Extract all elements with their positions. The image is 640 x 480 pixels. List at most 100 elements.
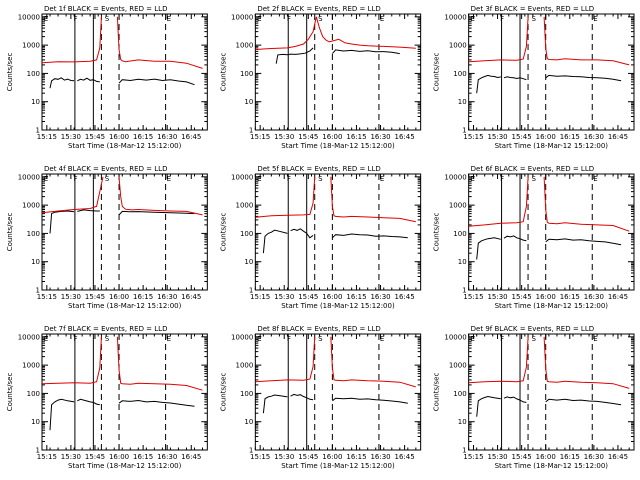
series-events-segment-1 [49, 398, 75, 431]
x-tick-label: 15:45 [298, 133, 318, 141]
x-tick-label: 16:00 [322, 293, 342, 301]
marker-label: S [531, 335, 536, 343]
y-tick-label: 1 [462, 127, 466, 135]
x-tick-label: 15:30 [487, 453, 507, 461]
detector-panel-6: Det 6f BLACK = Events, RED = LLD 1 10 100 10… [433, 165, 635, 310]
x-tick-label: 16:45 [181, 293, 201, 301]
y-tick-label: 1 [462, 287, 466, 295]
series-lld-segment-2 [116, 336, 203, 391]
y-tick-label: 1 [36, 287, 40, 295]
marker-label: E [593, 175, 597, 183]
plot-frame [254, 333, 422, 451]
marker-label: F [500, 15, 504, 23]
y-tick-label: 1000 [22, 202, 40, 210]
series-events [49, 77, 195, 89]
y-axis-label: Counts/sec [433, 213, 441, 252]
marker-label: E [257, 15, 261, 23]
y-tick-label: 10000 [231, 173, 253, 181]
series-lld-segment-1 [255, 176, 316, 218]
y-axis-label: Counts/sec [219, 213, 227, 252]
y-tick-label: 100 [27, 230, 40, 238]
series-events-segment-1 [262, 229, 288, 254]
marker-label: E [470, 335, 474, 343]
series-events-segment-2 [77, 209, 100, 212]
y-tick-label: 1 [462, 447, 466, 455]
x-tick-label: 15:30 [274, 293, 294, 301]
detector-panel-5: Det 5f BLACK = Events, RED = LLD 1 10 100 10… [219, 165, 422, 310]
panel-title: Det 8f BLACK = Events, RED = LLD [257, 325, 380, 333]
y-tick-label: 1000 [449, 202, 467, 210]
series-lld-segment-2 [116, 16, 203, 69]
marker-label: F [287, 15, 291, 23]
x-tick-label: 15:45 [298, 293, 318, 301]
x-tick-label: 15:45 [85, 453, 105, 461]
y-tick-label: 10 [31, 98, 40, 106]
x-tick-label: 15:15 [250, 293, 270, 301]
series-lld [468, 176, 630, 232]
y-tick-label: 100 [240, 230, 253, 238]
series-events-segment-1 [476, 237, 501, 260]
x-tick-label: 15:30 [274, 453, 294, 461]
y-tick-label: 1000 [22, 362, 40, 370]
detector-panel-9: Det 9f BLACK = Events, RED = LLD 1 10 100 10… [433, 325, 635, 470]
series-lld-segment-2 [325, 38, 416, 49]
x-tick-label: 16:15 [133, 453, 153, 461]
series-events-segment-2 [77, 398, 100, 406]
x-axis-label: Start Time (18-Mar-12 15:12:00) [281, 142, 395, 150]
series-events-segment-1 [262, 394, 288, 414]
y-tick-label: 100 [453, 70, 466, 78]
x-tick-label: 16:00 [322, 453, 342, 461]
x-tick-label: 16:45 [395, 293, 415, 301]
marker-label: F [500, 175, 504, 183]
detector-panel-1: Det 1f BLACK = Events, RED = LLD 1 10 100 10… [6, 5, 208, 150]
series-lld [42, 176, 203, 216]
series-events-segment-2 [290, 393, 314, 401]
x-axis-label: Start Time (18-Mar-12 15:12:00) [495, 142, 609, 150]
series-lld [42, 336, 203, 391]
x-tick-label: 15:15 [250, 133, 270, 141]
x-tick-label: 16:30 [370, 453, 390, 461]
series-lld-segment-2 [330, 336, 416, 388]
y-tick-label: 10000 [444, 333, 466, 341]
series-events [49, 398, 195, 431]
x-tick-label: 16:30 [157, 293, 177, 301]
marker-label: S [531, 175, 536, 183]
x-tick-label: 16:45 [608, 293, 628, 301]
series-events-segment-3 [545, 74, 622, 82]
x-tick-label: 16:45 [608, 453, 628, 461]
series-lld-segment-1 [255, 16, 327, 50]
x-axis-label: Start Time (18-Mar-12 15:12:00) [68, 462, 182, 470]
y-axis-label: Counts/sec [219, 53, 227, 92]
x-tick-label: 16:00 [536, 453, 556, 461]
plot-frame [254, 13, 422, 131]
marker-label: S [318, 15, 323, 23]
y-axis-label: Counts/sec [219, 373, 227, 412]
panel-title: Det 9f BLACK = Events, RED = LLD [471, 325, 594, 333]
plot-frame [254, 173, 422, 291]
marker-label: F [500, 335, 504, 343]
detector-panel-2: Det 2f BLACK = Events, RED = LLD 1 10 100 10… [219, 5, 422, 150]
series-events [262, 228, 408, 254]
marker-label: E [380, 335, 384, 343]
x-axis-label: Start Time (18-Mar-12 15:12:00) [68, 142, 182, 150]
panel-title: Det 6f BLACK = Events, RED = LLD [471, 165, 594, 173]
x-tick-label: 16:00 [109, 293, 129, 301]
x-tick-label: 16:30 [584, 453, 604, 461]
marker-label: E [470, 15, 474, 23]
panel-title: Det 3f BLACK = Events, RED = LLD [471, 5, 594, 13]
x-tick-label: 15:45 [85, 293, 105, 301]
series-events-segment-3 [118, 78, 195, 86]
x-tick-label: 15:15 [463, 133, 483, 141]
y-tick-label: 1 [249, 287, 253, 295]
series-lld-segment-2 [543, 336, 630, 389]
x-tick-label: 15:30 [487, 293, 507, 301]
series-lld-segment-1 [42, 176, 104, 214]
series-events-segment-3 [118, 399, 195, 407]
marker-label: E [257, 335, 261, 343]
y-tick-label: 1000 [236, 362, 254, 370]
x-axis-label: Start Time (18-Mar-12 15:12:00) [495, 462, 609, 470]
y-tick-label: 100 [240, 70, 253, 78]
x-tick-label: 16:00 [109, 133, 129, 141]
plot-frame [41, 333, 208, 451]
x-tick-label: 15:45 [85, 133, 105, 141]
